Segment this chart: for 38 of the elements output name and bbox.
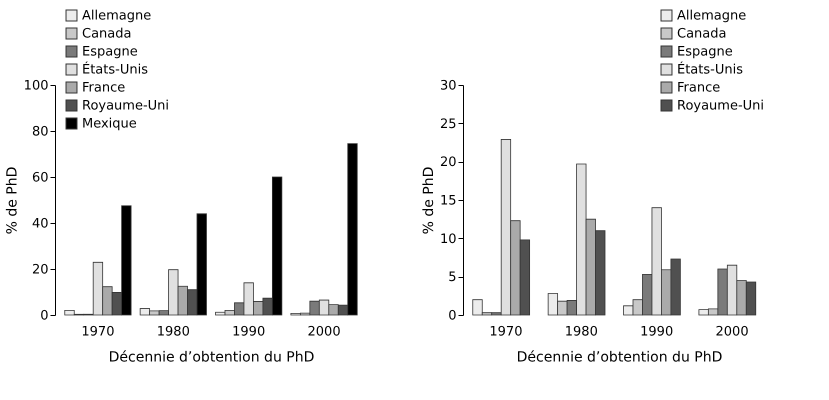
y-tick-label: 80 (32, 124, 48, 140)
y-tick-label: 40 (32, 216, 48, 232)
y-tick-label: 30 (440, 78, 456, 94)
y-tick-label: 100 (24, 78, 48, 94)
legend-label: Espagne (82, 44, 138, 60)
x-tick-label: 1990 (640, 324, 674, 340)
y-tick-label: 5 (448, 270, 456, 286)
y-tick-label: 20 (440, 155, 456, 170)
legend-label: Espagne (677, 44, 733, 60)
x-tick-label: 1990 (232, 324, 266, 340)
x-axis-title: Décennie d’obtention du PhD (516, 350, 722, 366)
x-tick-label: 1980 (564, 324, 598, 340)
x-tick-label: 1970 (489, 324, 522, 340)
legend-label: Royaume-Uni (82, 98, 170, 114)
y-tick-label: 15 (440, 194, 456, 208)
x-tick-label: 1980 (156, 324, 190, 340)
legend-label: Allemagne (677, 8, 746, 24)
x-tick-label: 1970 (81, 324, 114, 340)
legend-label: États-Unis (677, 60, 744, 78)
x-tick-label: 2000 (308, 324, 341, 340)
y-axis-title: % de PhD (4, 166, 21, 234)
y-tick-label: 60 (32, 170, 48, 186)
legend-label: Allemagne (82, 8, 152, 24)
x-axis-title: Décennie d’obtention du PhD (108, 350, 314, 366)
y-axis-title: % de PhD (420, 166, 437, 234)
y-tick-label: 10 (440, 232, 456, 247)
legend-label: Royaume-Uni (677, 98, 764, 114)
y-tick-label: 20 (32, 262, 48, 278)
legend-label: États-Unis (82, 60, 148, 78)
legend-label: Mexique (82, 116, 137, 132)
legend-label: Canada (82, 26, 132, 42)
legend-label: Canada (677, 26, 726, 42)
x-tick-label: 2000 (716, 324, 749, 340)
legend-label: France (677, 80, 720, 96)
y-tick-label: 0 (40, 308, 48, 324)
y-tick-label: 0 (448, 308, 456, 324)
y-tick-label: 25 (440, 116, 456, 132)
legend-label: France (82, 80, 126, 96)
